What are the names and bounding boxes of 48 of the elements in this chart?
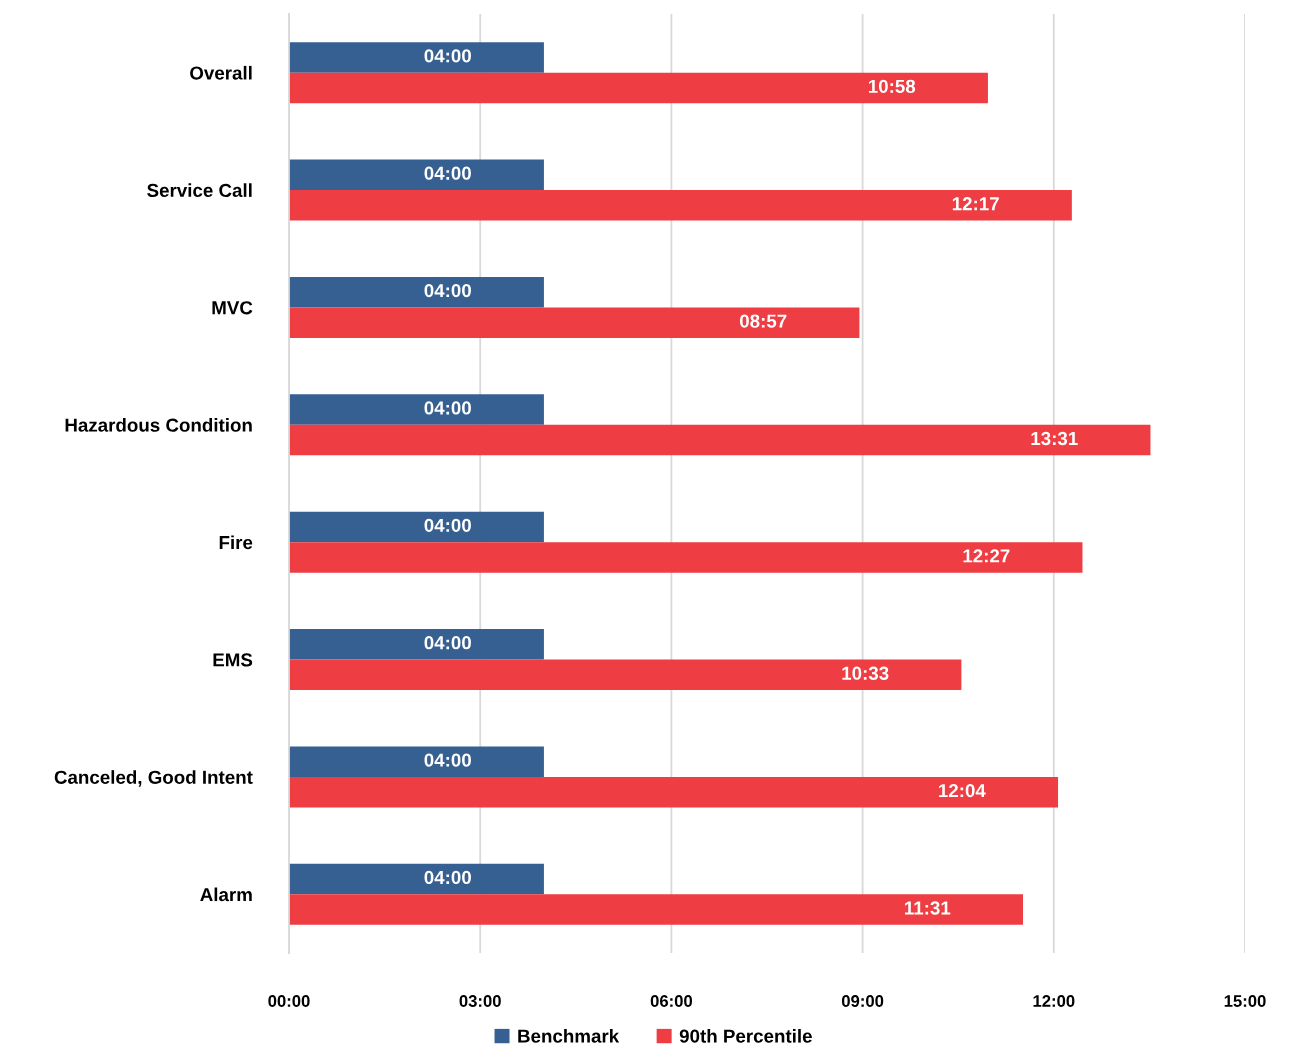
bar xyxy=(289,190,1072,221)
x-tick-label: 09:00 xyxy=(841,995,884,1007)
data-label: 12:04 xyxy=(939,783,986,798)
bar xyxy=(289,542,1083,573)
data-label: 10:58 xyxy=(868,79,916,93)
bar xyxy=(289,276,544,308)
data-label: 12:27 xyxy=(963,549,1010,563)
data-label: 04:00 xyxy=(424,166,471,180)
bar xyxy=(289,394,544,425)
data-label: 04:00 xyxy=(424,283,471,298)
bar xyxy=(289,307,860,338)
data-label: 04:00 xyxy=(424,753,471,767)
y-tick-label: Canceled, Good Intent xyxy=(54,770,253,787)
data-label: 04:00 xyxy=(424,870,471,885)
data-label: 04:00 xyxy=(424,401,471,415)
legend-label: Benchmark xyxy=(518,1028,620,1043)
y-tick-label: Service Call xyxy=(147,183,252,198)
data-label: 04:00 xyxy=(424,636,471,650)
bar xyxy=(289,746,544,777)
data-label: 12:17 xyxy=(952,197,999,211)
data-label: 13:31 xyxy=(1031,431,1078,446)
bar xyxy=(289,424,1151,456)
y-tick-label: MVC xyxy=(212,301,253,315)
y-tick-label: Fire xyxy=(219,535,253,550)
y-tick-label: EMS xyxy=(213,653,253,667)
data-label: 11:31 xyxy=(905,901,951,915)
x-tick-label: 00:00 xyxy=(268,995,310,1007)
data-label: 10:33 xyxy=(842,666,889,680)
data-label: 04:00 xyxy=(424,49,471,63)
data-label: 04:00 xyxy=(424,518,471,532)
y-tick-label: Alarm xyxy=(200,887,252,902)
bar xyxy=(289,863,544,895)
x-tick-label: 15:00 xyxy=(1224,995,1266,1007)
bar xyxy=(289,511,544,543)
bar xyxy=(289,776,1059,808)
bar xyxy=(289,629,544,660)
bar xyxy=(289,894,1023,925)
x-tick-label: 06:00 xyxy=(650,995,693,1007)
y-tick-label: Overall xyxy=(190,65,252,80)
data-label: 08:57 xyxy=(739,314,787,328)
bar xyxy=(289,42,544,73)
bar xyxy=(289,72,988,104)
legend-label: 90th Percentile xyxy=(679,1028,812,1043)
x-tick-label: 12:00 xyxy=(1033,995,1075,1007)
y-tick-label: Hazardous Condition xyxy=(65,418,252,432)
bar xyxy=(289,659,962,691)
x-tick-label: 03:00 xyxy=(459,995,501,1007)
bar xyxy=(289,159,544,191)
